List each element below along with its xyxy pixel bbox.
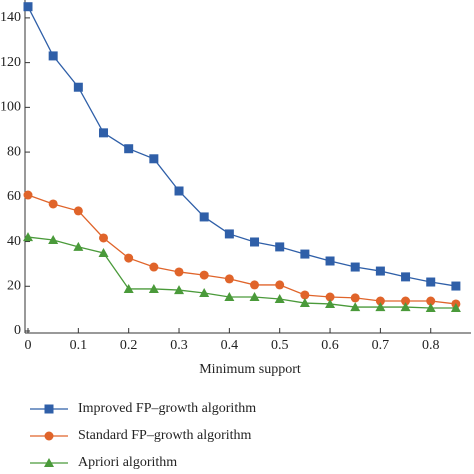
x-tick-label: 0.3 bbox=[170, 338, 188, 353]
marker bbox=[401, 296, 411, 306]
marker bbox=[375, 266, 385, 276]
marker bbox=[325, 292, 335, 302]
marker bbox=[325, 298, 336, 308]
x-tick-label: 0.7 bbox=[372, 338, 390, 353]
marker bbox=[149, 262, 159, 272]
marker bbox=[425, 302, 436, 312]
series-line bbox=[27, 194, 456, 305]
marker bbox=[199, 270, 209, 280]
marker bbox=[375, 296, 385, 306]
x-tick-label: 0.4 bbox=[221, 338, 239, 353]
x-tick-label: 0.2 bbox=[120, 338, 138, 353]
marker bbox=[249, 292, 260, 302]
marker bbox=[350, 302, 361, 312]
y-tick-label: 100 bbox=[0, 100, 21, 115]
marker bbox=[350, 262, 360, 272]
marker bbox=[174, 285, 185, 295]
series-line bbox=[27, 6, 457, 287]
marker bbox=[325, 256, 335, 266]
marker bbox=[99, 128, 109, 138]
marker bbox=[48, 234, 59, 244]
marker bbox=[224, 292, 235, 302]
x-tick-label: 0.8 bbox=[422, 338, 440, 353]
x-tick-label: 0.5 bbox=[271, 338, 289, 353]
marker bbox=[300, 249, 310, 259]
marker bbox=[300, 290, 310, 300]
marker bbox=[400, 302, 411, 312]
y-tick-label: 20 bbox=[7, 278, 21, 293]
legend-label: Standard FP–growth algorithm bbox=[78, 428, 252, 443]
marker bbox=[199, 212, 209, 222]
marker bbox=[23, 190, 33, 200]
x-tick-label: 0.1 bbox=[70, 338, 88, 353]
marker bbox=[73, 241, 84, 251]
x-axis-label: Minimum support bbox=[199, 362, 301, 377]
marker bbox=[23, 232, 33, 242]
marker bbox=[73, 206, 83, 216]
legend-label: Apriori algorithm bbox=[78, 455, 177, 470]
marker bbox=[48, 199, 58, 209]
marker bbox=[426, 296, 436, 306]
y-tick-label: 140 bbox=[0, 10, 21, 25]
marker bbox=[275, 280, 285, 290]
marker bbox=[123, 283, 134, 293]
marker bbox=[48, 51, 58, 61]
y-tick-label: 0 bbox=[14, 323, 21, 338]
marker bbox=[149, 154, 159, 164]
y-tick-label: 120 bbox=[0, 55, 21, 70]
marker bbox=[350, 293, 360, 303]
y-tick-label: 60 bbox=[7, 189, 21, 204]
marker bbox=[451, 281, 461, 291]
y-tick-label: 80 bbox=[7, 144, 21, 159]
marker bbox=[275, 242, 285, 252]
marker bbox=[450, 302, 461, 312]
marker bbox=[174, 267, 184, 277]
marker bbox=[174, 186, 184, 196]
marker bbox=[250, 280, 260, 290]
marker bbox=[99, 233, 109, 243]
marker bbox=[375, 302, 386, 312]
marker bbox=[199, 287, 210, 297]
marker bbox=[274, 294, 285, 304]
marker bbox=[98, 247, 109, 257]
marker bbox=[224, 229, 234, 239]
marker bbox=[73, 82, 83, 92]
marker bbox=[299, 298, 310, 308]
marker bbox=[426, 277, 436, 287]
marker bbox=[23, 2, 33, 12]
marker bbox=[224, 274, 234, 284]
y-tick-label: 40 bbox=[7, 234, 21, 249]
marker bbox=[250, 237, 260, 247]
legend-marker bbox=[44, 404, 54, 414]
legend-label: Improved FP–growth algorithm bbox=[78, 401, 256, 416]
marker bbox=[124, 253, 134, 263]
marker bbox=[401, 272, 411, 282]
legend-marker bbox=[44, 458, 54, 467]
marker bbox=[148, 283, 159, 293]
x-tick-label: 0.6 bbox=[321, 338, 339, 353]
series-line bbox=[27, 236, 456, 309]
legend-marker bbox=[44, 431, 54, 441]
x-tick-label: 0 bbox=[25, 338, 32, 353]
marker bbox=[124, 144, 134, 154]
